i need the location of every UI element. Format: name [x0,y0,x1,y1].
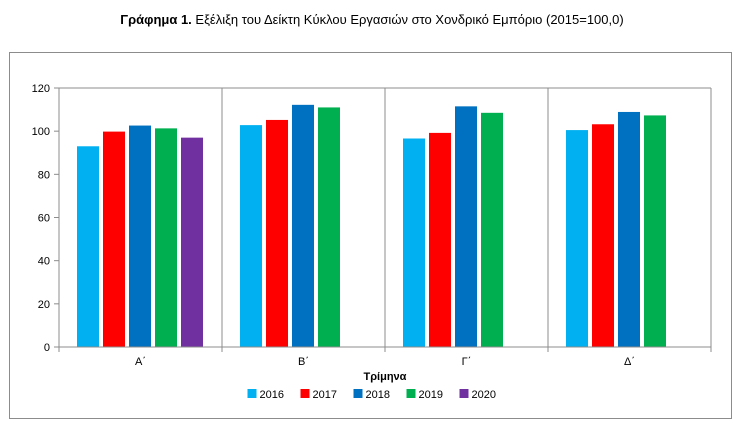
y-tick-label: 20 [38,299,50,311]
bar-2017-3 [429,132,451,347]
x-axis-title: Τρίμηνα [364,371,407,383]
bar-2016-3 [403,138,425,347]
bar-2017-4 [592,124,614,347]
bar-2016-2 [240,125,262,347]
legend-swatch-2020 [459,389,469,398]
bar-2019-4 [644,115,666,348]
y-tick-label: 120 [32,83,50,95]
y-tick-label: 80 [38,169,50,181]
legend-swatch-2016 [247,389,257,398]
legend-label-2019: 2019 [419,389,443,401]
x-tick-label: Δ΄ [624,356,635,368]
bar-2019-2 [318,107,340,347]
y-tick-label: 40 [38,256,50,268]
y-tick-label: 100 [32,126,50,138]
bar-2018-4 [618,111,640,348]
bar-2019-1 [155,128,177,347]
x-tick-label: Γ΄ [462,356,472,368]
bars-layer [77,104,666,348]
legend-label-2017: 2017 [313,389,337,401]
bar-2018-3 [455,106,477,348]
chart-title: Γράφημα 1. Εξέλιξη του Δείκτη Κύκλου Εργ… [0,12,744,27]
chart-title-bold: Γράφημα 1. [120,12,192,27]
legend: 2016 2017 2018 2019 2020 [247,389,496,401]
bar-2018-2 [292,104,314,348]
x-tick-label: Α΄ [135,356,146,368]
bar-2016-4 [566,130,588,347]
legend-label-2018: 2018 [366,389,390,401]
legend-label-2020: 2020 [472,389,496,401]
bar-2018-1 [129,125,151,348]
chart-title-text: Εξέλιξη του Δείκτη Κύκλου Εργασιών στο Χ… [195,12,624,27]
legend-label-2016: 2016 [260,389,284,401]
bar-2019-3 [481,112,503,347]
legend-swatch-2017 [300,389,310,398]
y-tick-label: 60 [38,213,50,225]
bar-2017-2 [266,119,288,348]
legend-swatch-2019 [406,389,416,398]
bar-2016-1 [77,146,99,347]
bar-2020-1 [181,137,203,347]
x-tick-label: Β΄ [298,356,309,368]
axes-layer: 0 20 40 60 80 100 120 Α΄ Β΄ Γ΄ Δ΄ Τρίμηνα [32,83,712,383]
bar-2017-1 [103,131,125,347]
legend-swatch-2018 [353,389,363,398]
y-tick-label: 0 [44,342,50,354]
